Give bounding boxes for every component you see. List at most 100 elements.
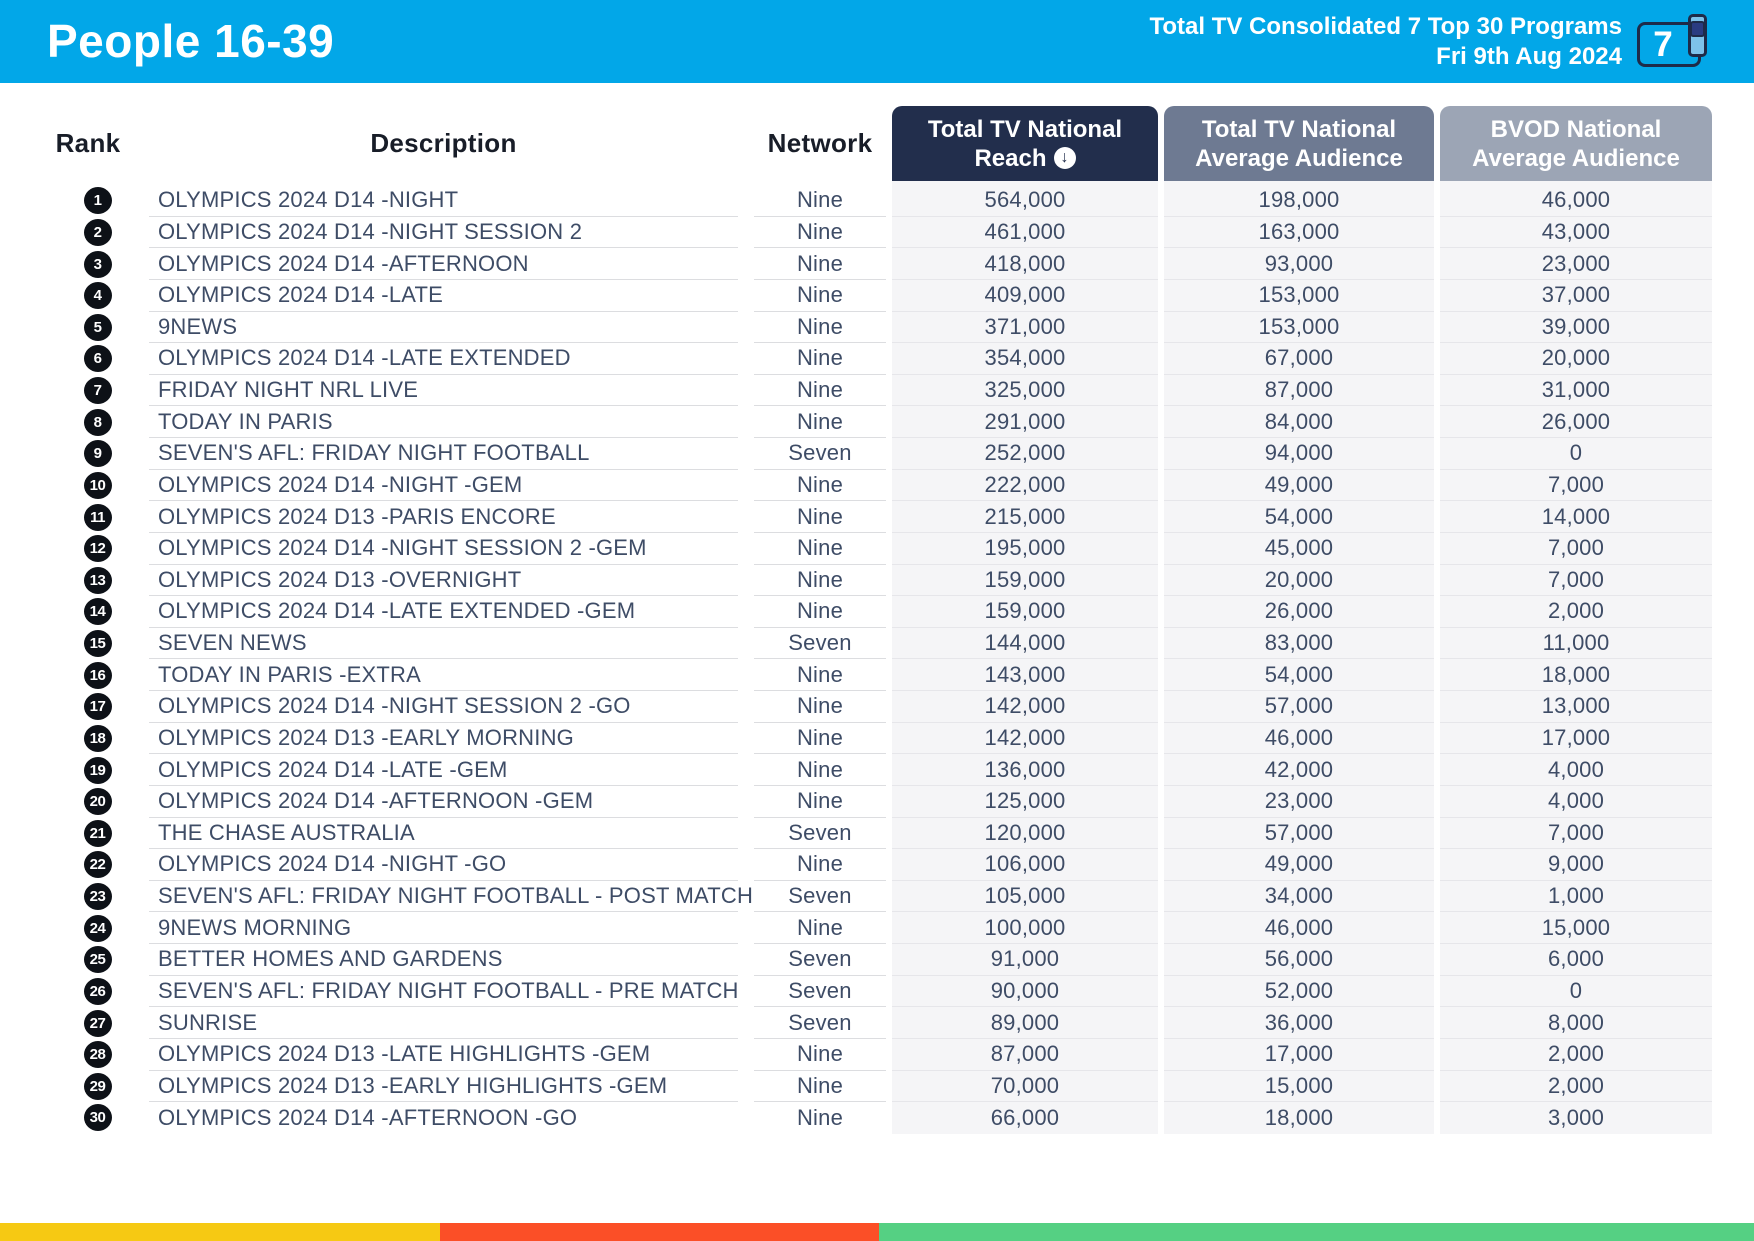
program-description: OLYMPICS 2024 D13 -EARLY MORNING: [149, 723, 738, 755]
network-value: Nine: [754, 596, 886, 628]
stripe-segment-green: [879, 1223, 1754, 1241]
bvod-average-audience-value: 2,000: [1440, 596, 1712, 628]
bvod-average-audience-value: 7,000: [1440, 818, 1712, 850]
column-header-bvod-average[interactable]: BVOD National Average Audience: [1440, 106, 1712, 181]
table-row: 10 OLYMPICS 2024 D14 -NIGHT -GEM Nine 22…: [0, 470, 1754, 502]
total-tv-reach-value: 144,000: [892, 628, 1158, 660]
table-row: 16 TODAY IN PARIS -EXTRA Nine 143,000 54…: [0, 659, 1754, 691]
table-row: 19 OLYMPICS 2024 D14 -LATE -GEM Nine 136…: [0, 754, 1754, 786]
sort-descending-icon[interactable]: ↓: [1053, 147, 1076, 169]
network-value: Nine: [754, 312, 886, 344]
rank-badge: 19: [83, 756, 112, 784]
rank-badge: 26: [83, 977, 112, 1005]
network-value: Nine: [754, 1071, 886, 1103]
table-row: 22 OLYMPICS 2024 D14 -NIGHT -GO Nine 106…: [0, 849, 1754, 881]
rank-badge: 11: [83, 503, 112, 531]
bvod-average-audience-value: 9,000: [1440, 849, 1712, 881]
table-row: 17 OLYMPICS 2024 D14 -NIGHT SESSION 2 -G…: [0, 691, 1754, 723]
network-value: Seven: [754, 1007, 886, 1039]
bvod-average-audience-value: 0: [1440, 438, 1712, 470]
program-description: FRIDAY NIGHT NRL LIVE: [149, 375, 738, 407]
bvod-average-audience-value: 39,000: [1440, 312, 1712, 344]
bvod-average-audience-value: 13,000: [1440, 691, 1712, 723]
network-value: Nine: [754, 406, 886, 438]
total-tv-reach-value: 142,000: [892, 723, 1158, 755]
total-tv-reach-value: 215,000: [892, 501, 1158, 533]
total-tv-average-audience-value: 84,000: [1164, 406, 1434, 438]
bvod-average-audience-value: 4,000: [1440, 786, 1712, 818]
program-description: SEVEN'S AFL: FRIDAY NIGHT FOOTBALL: [149, 438, 738, 470]
rank-badge: 18: [83, 724, 112, 752]
network-value: Seven: [754, 944, 886, 976]
bvod-average-audience-value: 46,000: [1440, 185, 1712, 217]
rank-badge: 28: [83, 1041, 112, 1069]
total-tv-reach-value: 325,000: [892, 375, 1158, 407]
network-value: Nine: [754, 659, 886, 691]
total-tv-average-audience-value: 20,000: [1164, 565, 1434, 597]
rank-badge: 10: [83, 471, 112, 499]
rank-badge: 27: [83, 1009, 112, 1037]
total-tv-reach-value: 159,000: [892, 596, 1158, 628]
program-description: OLYMPICS 2024 D14 -LATE EXTENDED: [149, 343, 738, 375]
rank-badge: 7: [83, 377, 112, 405]
bvod-header-line1: BVOD National: [1490, 115, 1662, 143]
total-tv-average-audience-value: 49,000: [1164, 470, 1434, 502]
bvod-average-audience-value: 2,000: [1440, 1071, 1712, 1103]
total-tv-reach-value: 105,000: [892, 881, 1158, 913]
table-row: 30 OLYMPICS 2024 D14 -AFTERNOON -GO Nine…: [0, 1102, 1754, 1134]
program-description: OLYMPICS 2024 D14 -NIGHT SESSION 2 -GO: [149, 691, 738, 723]
seven-network-logo-icon: 7: [1637, 14, 1714, 72]
table-row: 13 OLYMPICS 2024 D13 -OVERNIGHT Nine 159…: [0, 565, 1754, 597]
total-tv-average-audience-value: 45,000: [1164, 533, 1434, 565]
table-row: 6 OLYMPICS 2024 D14 -LATE EXTENDED Nine …: [0, 343, 1754, 375]
network-value: Nine: [754, 912, 886, 944]
total-tv-average-audience-value: 67,000: [1164, 343, 1434, 375]
network-value: Nine: [754, 280, 886, 312]
table-row: 26 SEVEN'S AFL: FRIDAY NIGHT FOOTBALL - …: [0, 976, 1754, 1008]
network-value: Nine: [754, 375, 886, 407]
table-row: 28 OLYMPICS 2024 D13 -LATE HIGHLIGHTS -G…: [0, 1039, 1754, 1071]
total-tv-reach-value: 564,000: [892, 185, 1158, 217]
total-tv-reach-value: 100,000: [892, 912, 1158, 944]
total-tv-reach-value: 461,000: [892, 217, 1158, 249]
top-bar: People 16-39 Total TV Consolidated 7 Top…: [0, 0, 1754, 83]
network-value: Nine: [754, 1039, 886, 1071]
total-tv-reach-value: 136,000: [892, 754, 1158, 786]
total-tv-reach-value: 87,000: [892, 1039, 1158, 1071]
table-row: 24 9NEWS MORNING Nine 100,000 46,000 15,…: [0, 912, 1754, 944]
total-tv-average-audience-value: 153,000: [1164, 280, 1434, 312]
network-value: Nine: [754, 691, 886, 723]
program-description: OLYMPICS 2024 D13 -EARLY HIGHLIGHTS -GEM: [149, 1071, 738, 1103]
logo-remote-button: [1690, 21, 1705, 37]
network-value: Nine: [754, 786, 886, 818]
stripe-segment-orange: [440, 1223, 879, 1241]
table-row: 5 9NEWS Nine 371,000 153,000 39,000: [0, 312, 1754, 344]
bvod-average-audience-value: 8,000: [1440, 1007, 1712, 1039]
table-row: 7 FRIDAY NIGHT NRL LIVE Nine 325,000 87,…: [0, 375, 1754, 407]
total-tv-reach-value: 70,000: [892, 1071, 1158, 1103]
total-tv-average-audience-value: 57,000: [1164, 818, 1434, 850]
rank-badge: 4: [83, 282, 112, 310]
program-description: SEVEN'S AFL: FRIDAY NIGHT FOOTBALL - PRE…: [149, 976, 738, 1008]
network-value: Nine: [754, 533, 886, 565]
column-header-total-tv-average[interactable]: Total TV National Average Audience: [1164, 106, 1434, 181]
total-tv-average-audience-value: 57,000: [1164, 691, 1434, 723]
rank-badge: 21: [83, 819, 112, 847]
program-description: THE CHASE AUSTRALIA: [149, 818, 738, 850]
program-description: OLYMPICS 2024 D14 -NIGHT SESSION 2: [149, 217, 738, 249]
total-tv-reach-value: 252,000: [892, 438, 1158, 470]
program-description: OLYMPICS 2024 D14 -AFTERNOON -GEM: [149, 786, 738, 818]
total-tv-reach-value: 159,000: [892, 565, 1158, 597]
total-tv-average-audience-value: 87,000: [1164, 375, 1434, 407]
column-header-total-tv-reach[interactable]: Total TV National Reach ↓: [892, 106, 1158, 181]
program-description: TODAY IN PARIS -EXTRA: [149, 659, 738, 691]
rank-badge: 24: [83, 914, 112, 942]
total-tv-average-audience-value: 17,000: [1164, 1039, 1434, 1071]
network-value: Seven: [754, 976, 886, 1008]
bvod-average-audience-value: 26,000: [1440, 406, 1712, 438]
program-description: 9NEWS MORNING: [149, 912, 738, 944]
program-description: OLYMPICS 2024 D14 -NIGHT: [149, 185, 738, 217]
program-description: OLYMPICS 2024 D14 -LATE: [149, 280, 738, 312]
rank-badge: 9: [83, 440, 112, 468]
program-description: OLYMPICS 2024 D14 -LATE EXTENDED -GEM: [149, 596, 738, 628]
